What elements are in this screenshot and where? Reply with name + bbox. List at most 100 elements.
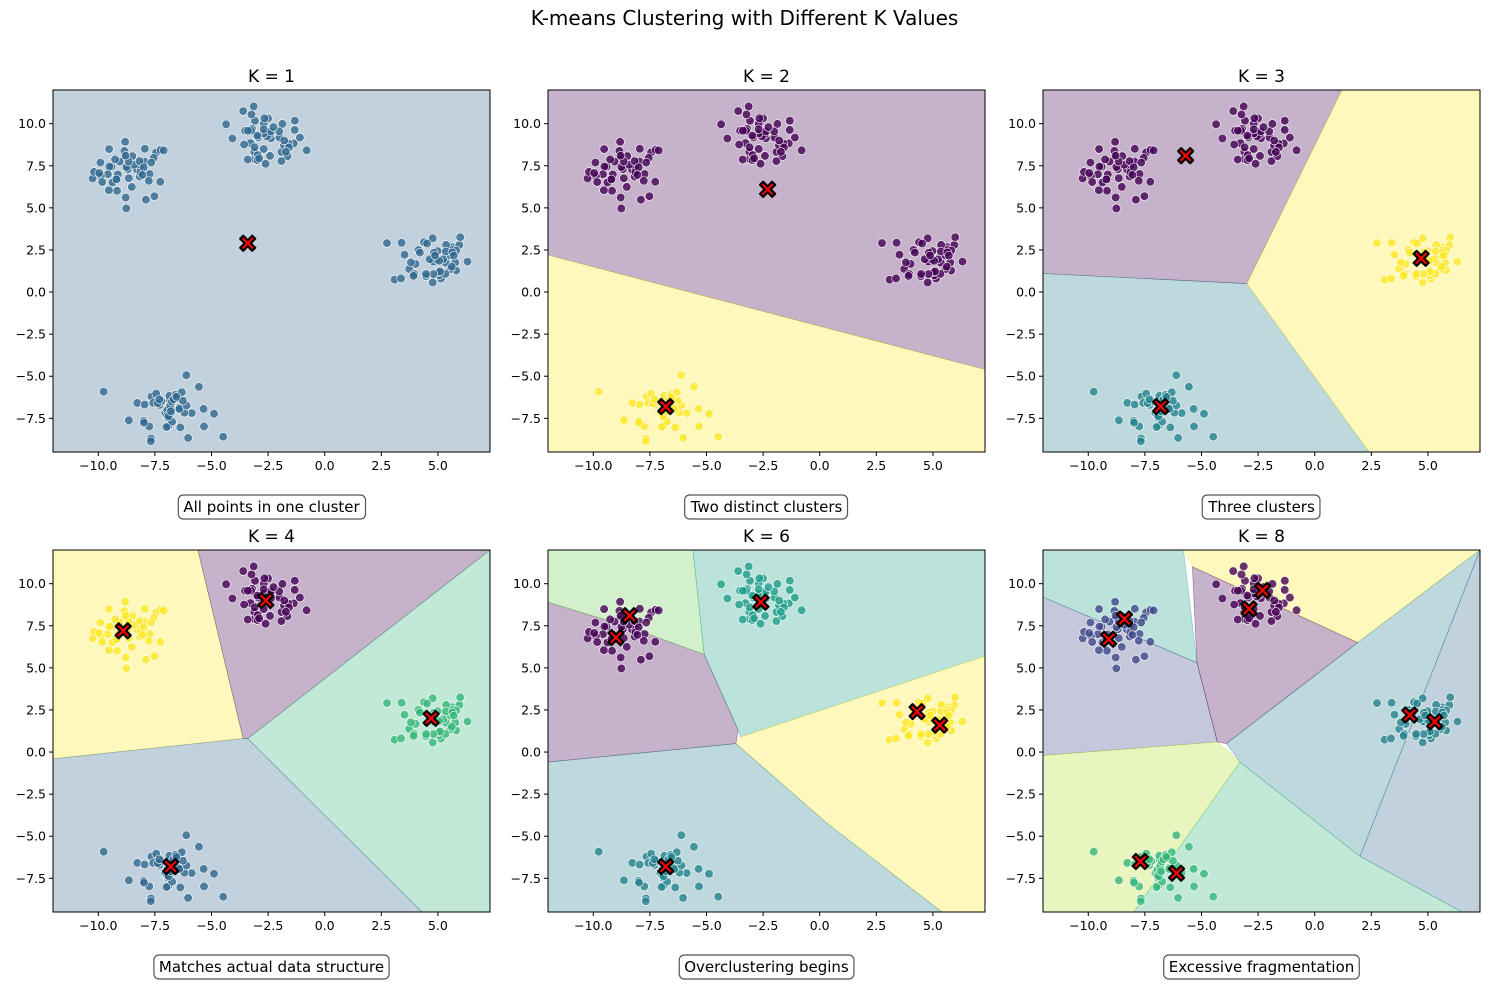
y-tick-label: 0.0: [521, 285, 541, 300]
x-tick-label: 0.0: [810, 918, 830, 933]
data-point: [774, 135, 784, 146]
data-point: [738, 155, 748, 165]
data-point: [1134, 636, 1144, 646]
data-point: [149, 191, 159, 201]
y-tick-label: 5.0: [26, 660, 46, 675]
data-point: [599, 645, 609, 655]
data-point: [421, 269, 431, 279]
data-point: [397, 238, 407, 248]
data-point: [754, 124, 764, 134]
data-point: [1211, 119, 1221, 129]
data-point: [654, 145, 664, 155]
axes-frame: [52, 549, 491, 913]
centroid-marker: [1115, 610, 1134, 628]
data-point: [290, 116, 300, 126]
axes-frame: [1042, 89, 1481, 453]
data-point: [1452, 716, 1463, 727]
data-point: [654, 605, 664, 616]
decision-region: [548, 550, 705, 655]
data-point: [254, 613, 264, 623]
data-point: [1372, 238, 1382, 248]
data-point: [693, 864, 704, 874]
data-point: [447, 722, 457, 732]
data-point: [891, 238, 902, 248]
data-point: [636, 195, 646, 205]
y-tick-label: 0.0: [521, 745, 541, 760]
data-point: [1114, 173, 1124, 183]
data-point: [246, 569, 257, 580]
data-point: [302, 145, 312, 155]
data-point: [1411, 269, 1421, 279]
data-point: [1149, 145, 1159, 155]
caption-text: Excessive fragmentation: [1169, 958, 1355, 976]
x-tick-label: −7.5: [1130, 458, 1160, 473]
caption-box: [684, 494, 849, 520]
data-point: [1156, 866, 1166, 876]
data-point: [923, 233, 933, 243]
data-point: [1386, 698, 1397, 708]
x-tick-label: 0.0: [315, 918, 335, 933]
data-point: [747, 131, 757, 141]
data-point: [616, 652, 626, 663]
centroid-marker: [931, 716, 949, 734]
data-point: [221, 579, 231, 589]
data-point: [734, 599, 744, 610]
data-point: [738, 614, 748, 625]
data-point: [903, 271, 914, 281]
data-point: [641, 436, 651, 446]
data-point: [396, 733, 406, 744]
y-tick-label: −2.5: [16, 787, 46, 802]
data-point: [694, 421, 704, 432]
subplot-title: K = 4: [248, 527, 295, 547]
data-point: [1266, 156, 1276, 166]
data-point: [155, 177, 165, 187]
y-tick-label: 0.0: [26, 745, 46, 760]
x-tick-label: 2.5: [1361, 918, 1381, 933]
data-point: [1405, 248, 1415, 258]
data-point: [259, 124, 269, 134]
data-point: [279, 135, 289, 146]
y-tick-label: −5.0: [16, 829, 46, 844]
data-point: [749, 613, 759, 623]
data-point: [760, 611, 770, 621]
data-point: [246, 109, 257, 120]
y-tick-label: −5.0: [511, 829, 541, 844]
data-point: [1129, 418, 1139, 428]
data-point: [622, 642, 632, 652]
data-point: [279, 595, 289, 606]
data-point: [1250, 159, 1261, 169]
data-point: [772, 119, 783, 129]
data-point: [121, 203, 131, 213]
data-point: [1244, 613, 1254, 623]
data-point: [763, 122, 774, 132]
data-point: [104, 621, 114, 632]
y-tick-label: 7.5: [1016, 618, 1036, 633]
data-point: [599, 604, 609, 614]
y-tick-label: 7.5: [521, 158, 541, 173]
data-point: [1255, 611, 1265, 621]
plot-area: [1043, 550, 1480, 912]
data-point: [754, 584, 764, 594]
data-point: [144, 176, 154, 186]
data-point: [290, 125, 300, 135]
data-point: [277, 579, 288, 589]
data-point: [139, 622, 149, 632]
data-point: [1236, 109, 1247, 120]
x-tick-label: 2.5: [371, 918, 391, 933]
data-point: [694, 881, 704, 892]
data-point: [249, 101, 259, 111]
data-point: [243, 155, 253, 165]
centroid-marker: [1412, 249, 1430, 267]
y-tick-label: 7.5: [26, 158, 46, 173]
caption-text: Matches actual data structure: [159, 958, 384, 976]
data-point: [397, 698, 407, 708]
data-point: [155, 637, 165, 647]
data-point: [1085, 617, 1095, 628]
data-point: [1087, 177, 1097, 187]
data-point: [1271, 147, 1281, 157]
data-point: [268, 582, 279, 592]
subplot-title: K = 3: [1238, 67, 1285, 87]
data-point: [281, 147, 291, 157]
data-point: [1188, 404, 1199, 414]
data-point: [733, 566, 743, 576]
